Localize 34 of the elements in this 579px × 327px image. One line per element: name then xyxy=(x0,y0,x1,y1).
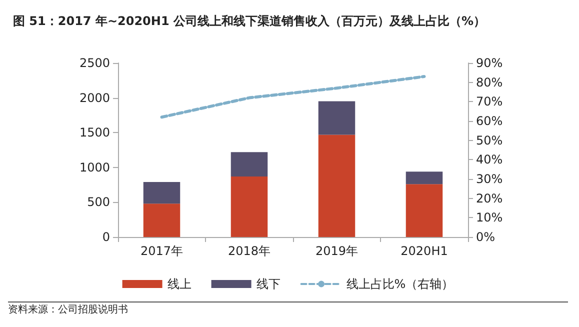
y-tick-label: 2000 xyxy=(79,90,110,105)
bar xyxy=(318,101,356,135)
y2-tick-label: 80% xyxy=(476,75,503,90)
y-tick-label: 0 xyxy=(102,230,110,244)
y2-tick-label: 10% xyxy=(476,210,503,225)
chart-title: 图 51：2017 年~2020H1 公司线上和线下渠道销售收入（百万元）及线上占比（%） xyxy=(13,14,486,28)
y2-tick-label: 30% xyxy=(476,172,503,186)
x-tick-label: 2019年 xyxy=(315,244,358,258)
line-series xyxy=(160,75,426,119)
y2-tick-label: 90% xyxy=(476,56,503,70)
x-tick-label: 2018年 xyxy=(228,244,271,258)
text: 资料来源：公司招股说明书 xyxy=(8,304,128,316)
bar xyxy=(318,134,356,237)
y2-tick-label: 50% xyxy=(476,133,503,148)
bar xyxy=(230,152,268,176)
y2-tick-label: 40% xyxy=(476,152,503,167)
y2-tick-label: 60% xyxy=(476,114,503,128)
legend-label: 线下 xyxy=(256,277,280,291)
x-tick-label: 2017年 xyxy=(140,244,184,258)
y-tick-label: 1000 xyxy=(79,160,110,174)
bar xyxy=(230,176,268,237)
y2-tick-label: 70% xyxy=(476,94,503,109)
y-tick-label: 500 xyxy=(87,195,110,210)
bar xyxy=(406,184,443,237)
y-tick-label: 2500 xyxy=(79,56,110,70)
y-tick-label: 1500 xyxy=(79,126,110,140)
bar xyxy=(143,182,180,204)
legend-label: 线上占比%（右轴） xyxy=(346,277,454,291)
bar xyxy=(143,204,180,237)
bar xyxy=(406,172,443,184)
y2-tick-label: 0% xyxy=(476,230,496,244)
x-tick-label: 2020H1 xyxy=(400,244,448,258)
y2-tick-label: 20% xyxy=(476,191,503,206)
legend-label: 线上 xyxy=(167,277,192,291)
